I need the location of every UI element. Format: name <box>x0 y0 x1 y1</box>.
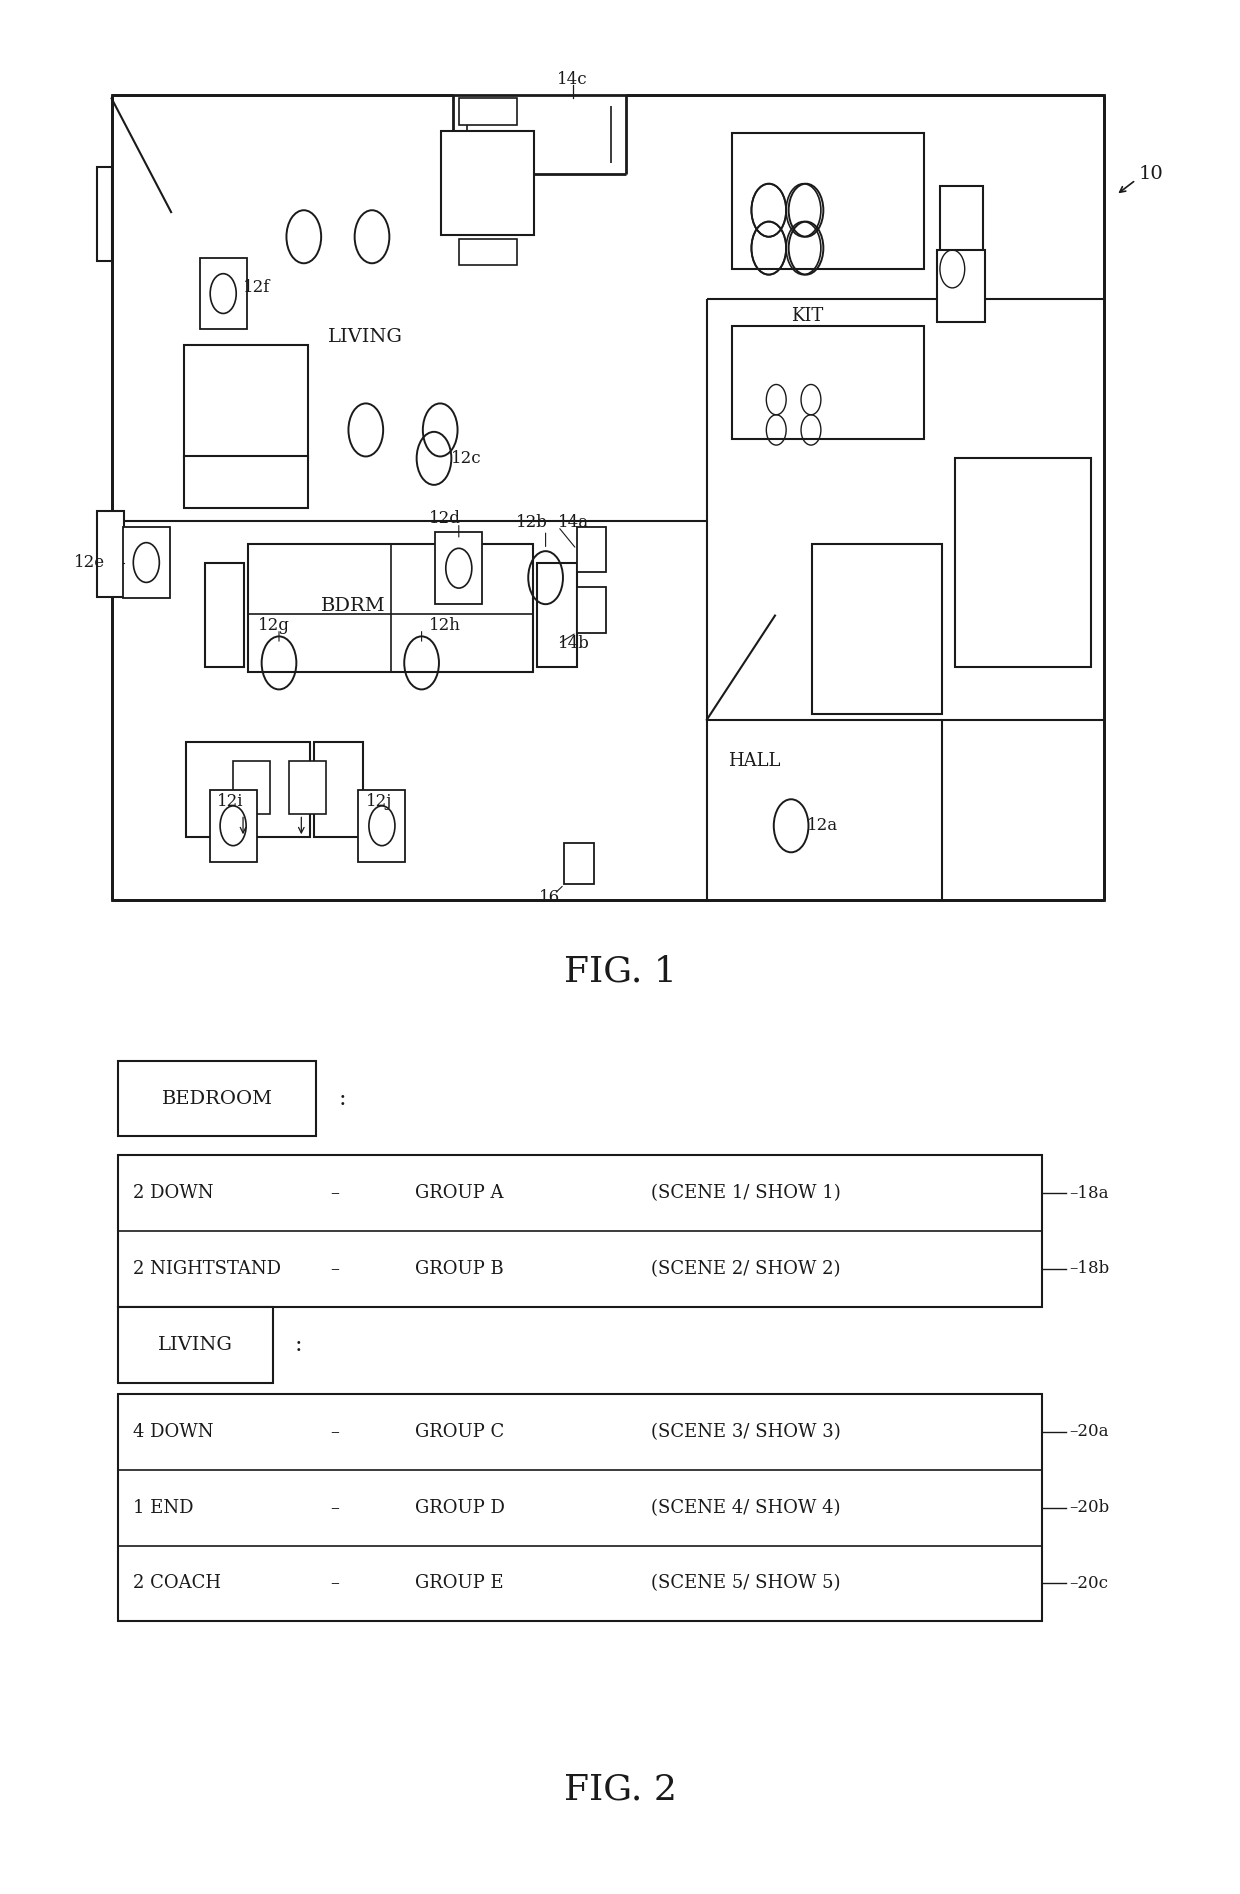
Text: (SCENE 1/ SHOW 1): (SCENE 1/ SHOW 1) <box>651 1184 841 1203</box>
Text: 12b: 12b <box>516 515 548 530</box>
Text: 12d: 12d <box>429 511 461 527</box>
Text: 12h: 12h <box>429 617 461 633</box>
Text: (SCENE 2/ SHOW 2): (SCENE 2/ SHOW 2) <box>651 1260 841 1278</box>
Text: 14b: 14b <box>558 636 590 652</box>
Bar <box>184 345 308 458</box>
Text: 14c: 14c <box>557 72 588 87</box>
Text: 2 NIGHTSTAND: 2 NIGHTSTAND <box>133 1260 280 1278</box>
Text: –: – <box>330 1574 340 1593</box>
Text: LIVING: LIVING <box>157 1335 233 1354</box>
Bar <box>186 742 310 837</box>
Text: 14a: 14a <box>558 515 589 530</box>
Bar <box>564 843 594 884</box>
Text: (SCENE 3/ SHOW 3): (SCENE 3/ SHOW 3) <box>651 1422 841 1441</box>
Text: 2 COACH: 2 COACH <box>133 1574 221 1593</box>
Bar <box>732 326 924 439</box>
Text: –: – <box>330 1422 340 1441</box>
Bar <box>118 1307 273 1383</box>
Text: 4 DOWN: 4 DOWN <box>133 1422 213 1441</box>
Bar <box>210 790 257 862</box>
Text: 2 DOWN: 2 DOWN <box>133 1184 213 1203</box>
Text: 1 END: 1 END <box>133 1498 193 1517</box>
Bar <box>248 544 533 672</box>
Text: GROUP D: GROUP D <box>415 1498 505 1517</box>
Text: GROUP A: GROUP A <box>415 1184 503 1203</box>
Text: 12g: 12g <box>258 617 290 633</box>
Bar <box>358 790 405 862</box>
Bar <box>940 186 983 261</box>
Text: –: – <box>330 1260 340 1278</box>
Bar <box>97 167 112 261</box>
Text: KIT: KIT <box>791 307 823 326</box>
Text: GROUP C: GROUP C <box>415 1422 505 1441</box>
Text: –20a: –20a <box>1069 1424 1109 1439</box>
Text: 12c: 12c <box>451 451 482 466</box>
Text: 12j: 12j <box>366 794 392 809</box>
Bar <box>435 532 482 604</box>
Text: BDRM: BDRM <box>321 597 386 616</box>
Bar <box>459 98 517 125</box>
Text: (SCENE 5/ SHOW 5): (SCENE 5/ SHOW 5) <box>651 1574 841 1593</box>
Bar <box>233 761 270 814</box>
Text: –18b: –18b <box>1069 1261 1109 1277</box>
Text: GROUP B: GROUP B <box>415 1260 505 1278</box>
Bar <box>577 587 606 633</box>
Text: GROUP E: GROUP E <box>415 1574 503 1593</box>
Bar <box>955 458 1091 667</box>
Bar <box>289 761 326 814</box>
Text: FIG. 2: FIG. 2 <box>563 1773 677 1807</box>
Bar <box>112 95 1104 900</box>
Text: 12f: 12f <box>243 280 270 295</box>
Text: FIG. 1: FIG. 1 <box>563 955 677 989</box>
Bar <box>459 239 517 265</box>
Text: –18a: –18a <box>1069 1186 1109 1201</box>
Text: :: : <box>339 1087 346 1110</box>
Text: –20b: –20b <box>1069 1500 1109 1515</box>
Bar <box>118 1394 1042 1621</box>
Text: :: : <box>295 1333 303 1356</box>
Text: 10: 10 <box>1138 165 1163 184</box>
Text: LIVING: LIVING <box>329 328 403 347</box>
Bar <box>314 742 363 837</box>
Text: BEDROOM: BEDROOM <box>161 1089 273 1108</box>
Text: 12a: 12a <box>807 818 838 833</box>
Text: 12e: 12e <box>74 555 105 570</box>
Bar <box>732 133 924 269</box>
Bar <box>205 563 244 667</box>
Bar <box>118 1061 316 1136</box>
Text: (SCENE 4/ SHOW 4): (SCENE 4/ SHOW 4) <box>651 1498 841 1517</box>
Bar <box>123 527 170 599</box>
Bar <box>441 131 534 235</box>
Bar <box>118 1155 1042 1307</box>
Bar <box>184 456 308 508</box>
Bar <box>577 527 606 572</box>
Bar <box>97 511 124 597</box>
Text: –: – <box>330 1184 340 1203</box>
Text: HALL: HALL <box>728 752 780 771</box>
Text: –20c: –20c <box>1069 1576 1107 1591</box>
Bar <box>537 563 577 667</box>
Bar <box>812 544 942 714</box>
Text: 16: 16 <box>539 890 560 905</box>
Bar <box>937 250 985 322</box>
Bar <box>200 258 247 330</box>
Text: –: – <box>330 1498 340 1517</box>
Text: 12i: 12i <box>217 794 243 809</box>
